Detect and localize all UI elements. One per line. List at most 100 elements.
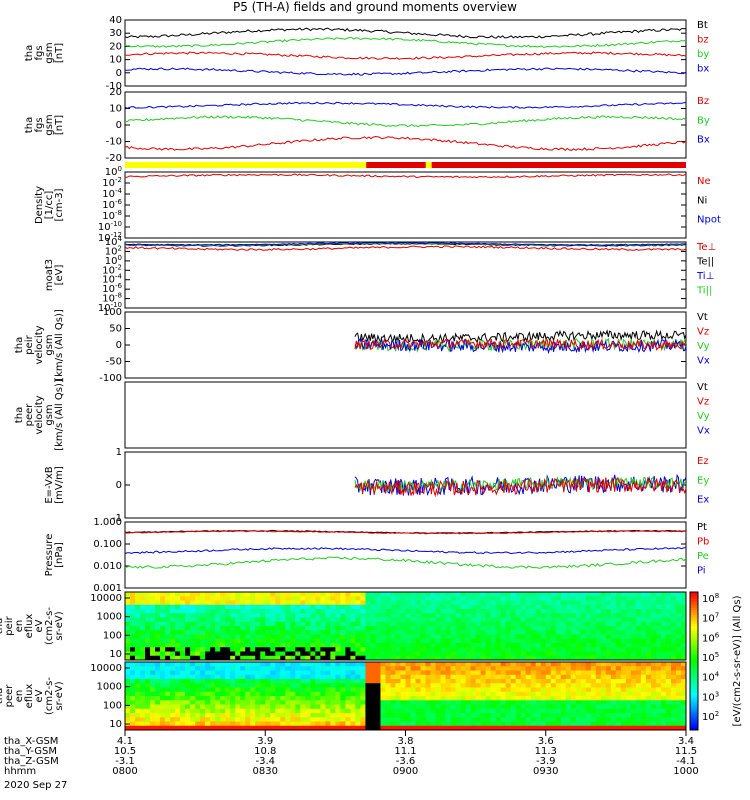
spectrogram-cell [575, 708, 582, 714]
spectrogram-cell [655, 666, 662, 671]
spectrogram-cell [550, 691, 557, 697]
spectrogram-cell [460, 679, 467, 684]
spectrogram-cell [355, 704, 361, 710]
spectrogram-cell [450, 704, 457, 710]
spectrogram-cell [650, 687, 657, 693]
spectrogram-cell [545, 651, 552, 657]
spectrogram-cell [310, 647, 316, 652]
spectrogram-cell [260, 634, 266, 640]
spectrogram-cell [350, 696, 356, 701]
spectrogram-cell [635, 700, 642, 705]
spectrogram-cell [505, 691, 512, 697]
spectrogram-cell [625, 708, 632, 714]
spectrogram-cell [370, 670, 376, 676]
spectrogram-cell [275, 708, 281, 714]
spectrogram-cell [295, 674, 301, 680]
spectrogram-cell [320, 651, 326, 657]
spectrogram-cell [235, 721, 241, 727]
spectrogram-cell [345, 617, 351, 623]
spectrogram-cell [535, 717, 542, 722]
spectrogram-cell [325, 700, 331, 705]
spectrogram-cell [585, 638, 592, 644]
spectrogram-cell [255, 626, 261, 631]
spectrogram-cell [570, 670, 577, 676]
spectrogram-cell [220, 717, 226, 722]
spectrogram-cell [240, 609, 246, 614]
spectrogram-cell [350, 670, 356, 676]
spectrogram-cell [155, 651, 161, 657]
spectrogram-cell [365, 596, 371, 601]
spectrogram-cell [355, 596, 361, 601]
spectrogram-cell [450, 630, 457, 635]
spectrogram-cell [420, 617, 427, 623]
spectrogram-cell [645, 696, 652, 701]
spectrogram-cell [255, 700, 261, 705]
spectrogram-cell [570, 666, 577, 671]
spectrogram-cell [235, 683, 241, 688]
spectrogram-cell [610, 638, 617, 644]
spectrogram-cell [355, 691, 361, 697]
spectrogram-cell [465, 666, 472, 671]
spectrogram-cell [185, 617, 191, 623]
spectrogram-cell [415, 696, 422, 701]
spectrogram-cell [275, 621, 281, 627]
spectrogram-cell [595, 700, 602, 705]
spectrogram-cell [660, 696, 667, 701]
spectrogram-cell [145, 674, 151, 680]
spectrogram-cell [195, 617, 201, 623]
spectrogram-cell [565, 687, 572, 693]
spectrogram-cell [290, 696, 296, 701]
spectrogram-cell [325, 600, 331, 606]
spectrogram-cell [500, 670, 507, 676]
spectrogram-cell [260, 626, 266, 631]
spectrogram-cell [130, 725, 136, 731]
spectrogram-cell [370, 655, 376, 661]
spectrogram-cell [680, 613, 687, 618]
spectrogram-cell [570, 679, 577, 684]
spectrogram-cell [470, 613, 477, 618]
spectrogram-cell [330, 696, 336, 701]
spectrogram-cell [395, 617, 401, 623]
spectrogram-cell [600, 721, 607, 727]
spectrogram-cell [180, 609, 186, 614]
spectrogram-cell [310, 704, 316, 710]
spectrogram-cell [365, 592, 371, 597]
spectrogram-cell [595, 683, 602, 688]
spectrogram-cell [315, 638, 321, 644]
spectrogram-cell [325, 604, 331, 610]
spectrogram-cell [200, 674, 206, 680]
spectrogram-cell [655, 596, 662, 601]
spectrogram-cell [440, 666, 447, 671]
spectrogram-cell [580, 662, 587, 667]
spectrogram-cell [525, 643, 532, 648]
spectrogram-cell [460, 621, 467, 627]
spectrogram-cell [245, 613, 251, 618]
spectrogram-cell [365, 674, 371, 680]
spectrogram-cell [615, 596, 622, 601]
spectrogram-cell [280, 634, 286, 640]
spectrogram-cell [280, 651, 286, 657]
spectrogram-cell [370, 609, 376, 614]
spectrogram-cell [415, 725, 422, 731]
spectrogram-cell [195, 721, 201, 727]
spectrogram-cell [135, 662, 141, 667]
spectrogram-cell [215, 630, 221, 635]
spectrogram-cell [220, 600, 226, 606]
spectrogram-cell [480, 696, 487, 701]
ephemeris-row-label: hhmm [4, 766, 36, 777]
spectrogram-cell [280, 613, 286, 618]
series-line-bx [124, 67, 687, 76]
spectrogram-cell [390, 708, 396, 714]
spectrogram-cell [160, 691, 166, 697]
spectrogram-cell [495, 708, 502, 714]
spectrogram-cell [610, 666, 617, 671]
spectrogram-cell [155, 600, 161, 606]
spectrogram-cell [140, 613, 146, 618]
spectrogram-cell [620, 708, 627, 714]
spectrogram-cell [400, 592, 406, 597]
spectrogram-cell [480, 617, 487, 623]
spectrogram-cell [450, 626, 457, 631]
spectrogram-cell [380, 704, 386, 710]
spectrogram-cell [320, 617, 326, 623]
spectrogram-cell [290, 662, 296, 667]
